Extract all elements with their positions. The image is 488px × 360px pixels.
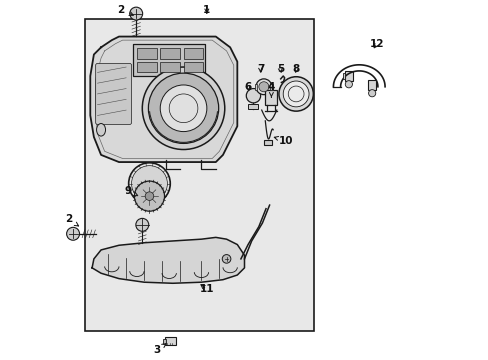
Circle shape xyxy=(255,79,271,95)
Circle shape xyxy=(142,67,224,149)
Bar xyxy=(85,19,314,330)
Text: 3: 3 xyxy=(153,344,165,355)
Bar xyxy=(163,338,165,343)
Circle shape xyxy=(222,255,230,263)
Text: 2: 2 xyxy=(65,215,79,226)
Circle shape xyxy=(278,77,313,111)
Bar xyxy=(133,44,204,76)
Ellipse shape xyxy=(96,123,105,136)
Circle shape xyxy=(145,192,153,201)
Text: 8: 8 xyxy=(292,64,300,74)
Circle shape xyxy=(160,85,206,132)
Bar xyxy=(165,337,176,345)
Bar xyxy=(270,84,273,90)
Bar xyxy=(160,62,180,72)
Circle shape xyxy=(345,81,352,88)
Circle shape xyxy=(134,181,164,211)
Text: 2: 2 xyxy=(117,5,133,15)
Bar xyxy=(137,48,156,59)
Polygon shape xyxy=(92,237,244,283)
Bar xyxy=(183,62,203,72)
Bar xyxy=(344,71,352,81)
Bar xyxy=(183,48,203,59)
Text: 9: 9 xyxy=(124,186,138,196)
Text: 10: 10 xyxy=(274,136,292,145)
Bar xyxy=(160,48,180,59)
Circle shape xyxy=(246,89,260,103)
Bar xyxy=(137,62,156,72)
Text: 12: 12 xyxy=(369,39,384,49)
Polygon shape xyxy=(90,37,237,162)
Bar xyxy=(264,90,277,105)
Text: 5: 5 xyxy=(276,64,284,74)
FancyBboxPatch shape xyxy=(96,63,131,125)
Bar xyxy=(367,80,375,90)
Text: 7: 7 xyxy=(256,64,264,74)
Circle shape xyxy=(129,7,142,20)
Circle shape xyxy=(283,81,308,107)
Text: 6: 6 xyxy=(244,82,251,92)
Circle shape xyxy=(368,90,375,97)
Text: 4: 4 xyxy=(267,82,275,97)
Bar xyxy=(264,140,271,145)
Bar xyxy=(342,73,344,78)
Circle shape xyxy=(258,82,268,92)
Text: 11: 11 xyxy=(199,284,214,294)
Bar xyxy=(248,104,258,109)
Circle shape xyxy=(131,166,167,202)
Bar xyxy=(254,84,257,90)
Circle shape xyxy=(148,73,218,143)
Circle shape xyxy=(66,227,80,240)
Circle shape xyxy=(136,219,148,231)
Text: 1: 1 xyxy=(203,5,210,15)
